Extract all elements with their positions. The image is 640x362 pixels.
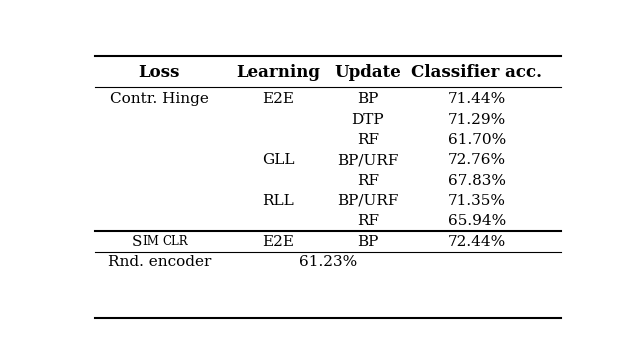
Text: 72.44%: 72.44% — [447, 235, 506, 249]
Text: RF: RF — [356, 133, 379, 147]
Text: BP/URF: BP/URF — [337, 153, 398, 167]
Text: 71.35%: 71.35% — [448, 194, 506, 208]
Text: S: S — [132, 235, 143, 249]
Text: Update: Update — [334, 64, 401, 81]
Text: IM: IM — [160, 235, 178, 248]
Text: Rnd. encoder: Rnd. encoder — [108, 255, 211, 269]
Text: 61.70%: 61.70% — [447, 133, 506, 147]
Text: 71.44%: 71.44% — [447, 92, 506, 106]
Text: CLR: CLR — [163, 235, 188, 248]
Text: RF: RF — [356, 174, 379, 188]
Text: BP: BP — [357, 235, 378, 249]
Text: Learning: Learning — [236, 64, 321, 81]
Text: RF: RF — [356, 214, 379, 228]
Text: BP/URF: BP/URF — [337, 194, 398, 208]
Text: DTP: DTP — [351, 113, 384, 127]
Text: E2E: E2E — [262, 92, 294, 106]
Text: 67.83%: 67.83% — [448, 174, 506, 188]
Text: Contr. Hinge: Contr. Hinge — [110, 92, 209, 106]
Text: 65.94%: 65.94% — [447, 214, 506, 228]
Text: S: S — [149, 235, 159, 249]
Text: 72.76%: 72.76% — [448, 153, 506, 167]
Text: Classifier acc.: Classifier acc. — [412, 64, 542, 81]
Text: 61.23%: 61.23% — [299, 255, 357, 269]
Bar — [100, 233, 219, 250]
Text: Loss: Loss — [139, 64, 180, 81]
Text: RLL: RLL — [262, 194, 294, 208]
Text: GLL: GLL — [262, 153, 294, 167]
Text: IM: IM — [142, 235, 159, 248]
Text: BP: BP — [357, 92, 378, 106]
Text: 71.29%: 71.29% — [447, 113, 506, 127]
Text: E2E: E2E — [262, 235, 294, 249]
